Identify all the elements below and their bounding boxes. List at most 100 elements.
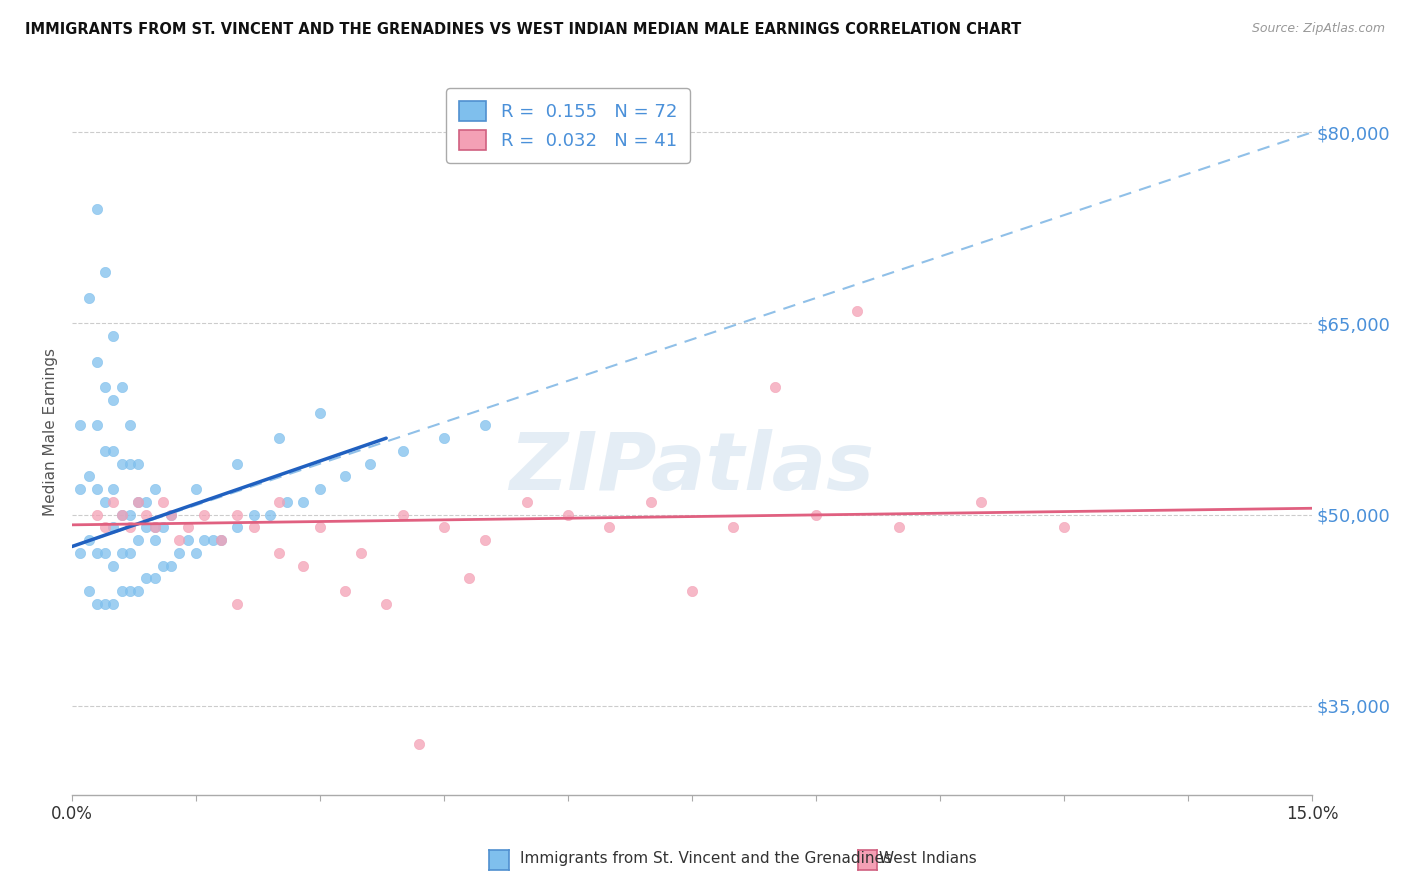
Point xyxy=(103,597,125,611)
Point xyxy=(160,508,183,522)
Point xyxy=(86,482,108,496)
Point xyxy=(681,584,703,599)
Point xyxy=(350,546,373,560)
Point xyxy=(408,737,430,751)
Point xyxy=(143,571,166,585)
Point xyxy=(94,520,117,534)
Point xyxy=(193,533,215,548)
Point xyxy=(69,418,91,433)
Point xyxy=(94,380,117,394)
Point xyxy=(110,380,132,394)
Point xyxy=(86,546,108,560)
Point xyxy=(77,469,100,483)
Point xyxy=(110,546,132,560)
Point xyxy=(127,495,149,509)
Point xyxy=(970,495,993,509)
Point xyxy=(359,457,381,471)
Point xyxy=(86,354,108,368)
Point xyxy=(152,495,174,509)
Point xyxy=(127,584,149,599)
Point xyxy=(226,597,249,611)
Point xyxy=(259,508,281,522)
Text: Immigrants from St. Vincent and the Grenadines: Immigrants from St. Vincent and the Gren… xyxy=(520,851,893,865)
Point xyxy=(391,444,413,458)
Point xyxy=(118,584,141,599)
Point xyxy=(94,597,117,611)
Point xyxy=(103,495,125,509)
Point xyxy=(309,482,332,496)
Point xyxy=(127,533,149,548)
Text: ZIPatlas: ZIPatlas xyxy=(509,429,875,508)
Point xyxy=(103,392,125,407)
Point xyxy=(143,520,166,534)
Point xyxy=(86,597,108,611)
Point xyxy=(598,520,620,534)
Point xyxy=(333,584,356,599)
Point xyxy=(804,508,827,522)
Point xyxy=(69,546,91,560)
Point xyxy=(474,533,496,548)
Point xyxy=(135,520,157,534)
Point xyxy=(243,520,266,534)
Point xyxy=(86,418,108,433)
Point xyxy=(143,482,166,496)
Point xyxy=(723,520,745,534)
Point xyxy=(309,520,332,534)
Point xyxy=(94,444,117,458)
Point xyxy=(69,482,91,496)
Point xyxy=(110,508,132,522)
Point xyxy=(169,533,191,548)
Point xyxy=(118,457,141,471)
Point xyxy=(77,584,100,599)
Point xyxy=(763,380,786,394)
Point xyxy=(433,431,456,445)
Point xyxy=(177,533,200,548)
Point xyxy=(77,533,100,548)
Point xyxy=(1053,520,1076,534)
Point xyxy=(143,520,166,534)
Point xyxy=(152,558,174,573)
Y-axis label: Median Male Earnings: Median Male Earnings xyxy=(44,348,58,516)
Point xyxy=(276,495,298,509)
Point xyxy=(135,495,157,509)
Legend: R =  0.155   N = 72, R =  0.032   N = 41: R = 0.155 N = 72, R = 0.032 N = 41 xyxy=(447,88,690,162)
Point xyxy=(86,508,108,522)
Point xyxy=(127,457,149,471)
Point xyxy=(77,291,100,305)
Point xyxy=(375,597,398,611)
Point xyxy=(160,558,183,573)
Point xyxy=(135,508,157,522)
Point xyxy=(118,508,141,522)
Point xyxy=(103,444,125,458)
Text: West Indians: West Indians xyxy=(879,851,977,865)
Point xyxy=(267,546,290,560)
Point xyxy=(169,546,191,560)
Point xyxy=(292,558,315,573)
Point xyxy=(557,508,579,522)
Point xyxy=(209,533,232,548)
Point xyxy=(103,482,125,496)
Point xyxy=(226,508,249,522)
Point xyxy=(267,431,290,445)
Point xyxy=(94,546,117,560)
Point xyxy=(433,520,456,534)
Point xyxy=(152,520,174,534)
Point xyxy=(103,558,125,573)
Point xyxy=(457,571,479,585)
Point xyxy=(309,406,332,420)
Point xyxy=(103,520,125,534)
Point xyxy=(118,546,141,560)
Point xyxy=(209,533,232,548)
Point xyxy=(110,457,132,471)
Point xyxy=(516,495,538,509)
Point xyxy=(887,520,910,534)
Point xyxy=(103,329,125,343)
Point xyxy=(243,508,266,522)
Point xyxy=(118,520,141,534)
Point xyxy=(193,508,215,522)
Point xyxy=(135,571,157,585)
Point xyxy=(86,202,108,216)
Point xyxy=(94,495,117,509)
Point xyxy=(846,303,869,318)
Point xyxy=(94,265,117,279)
